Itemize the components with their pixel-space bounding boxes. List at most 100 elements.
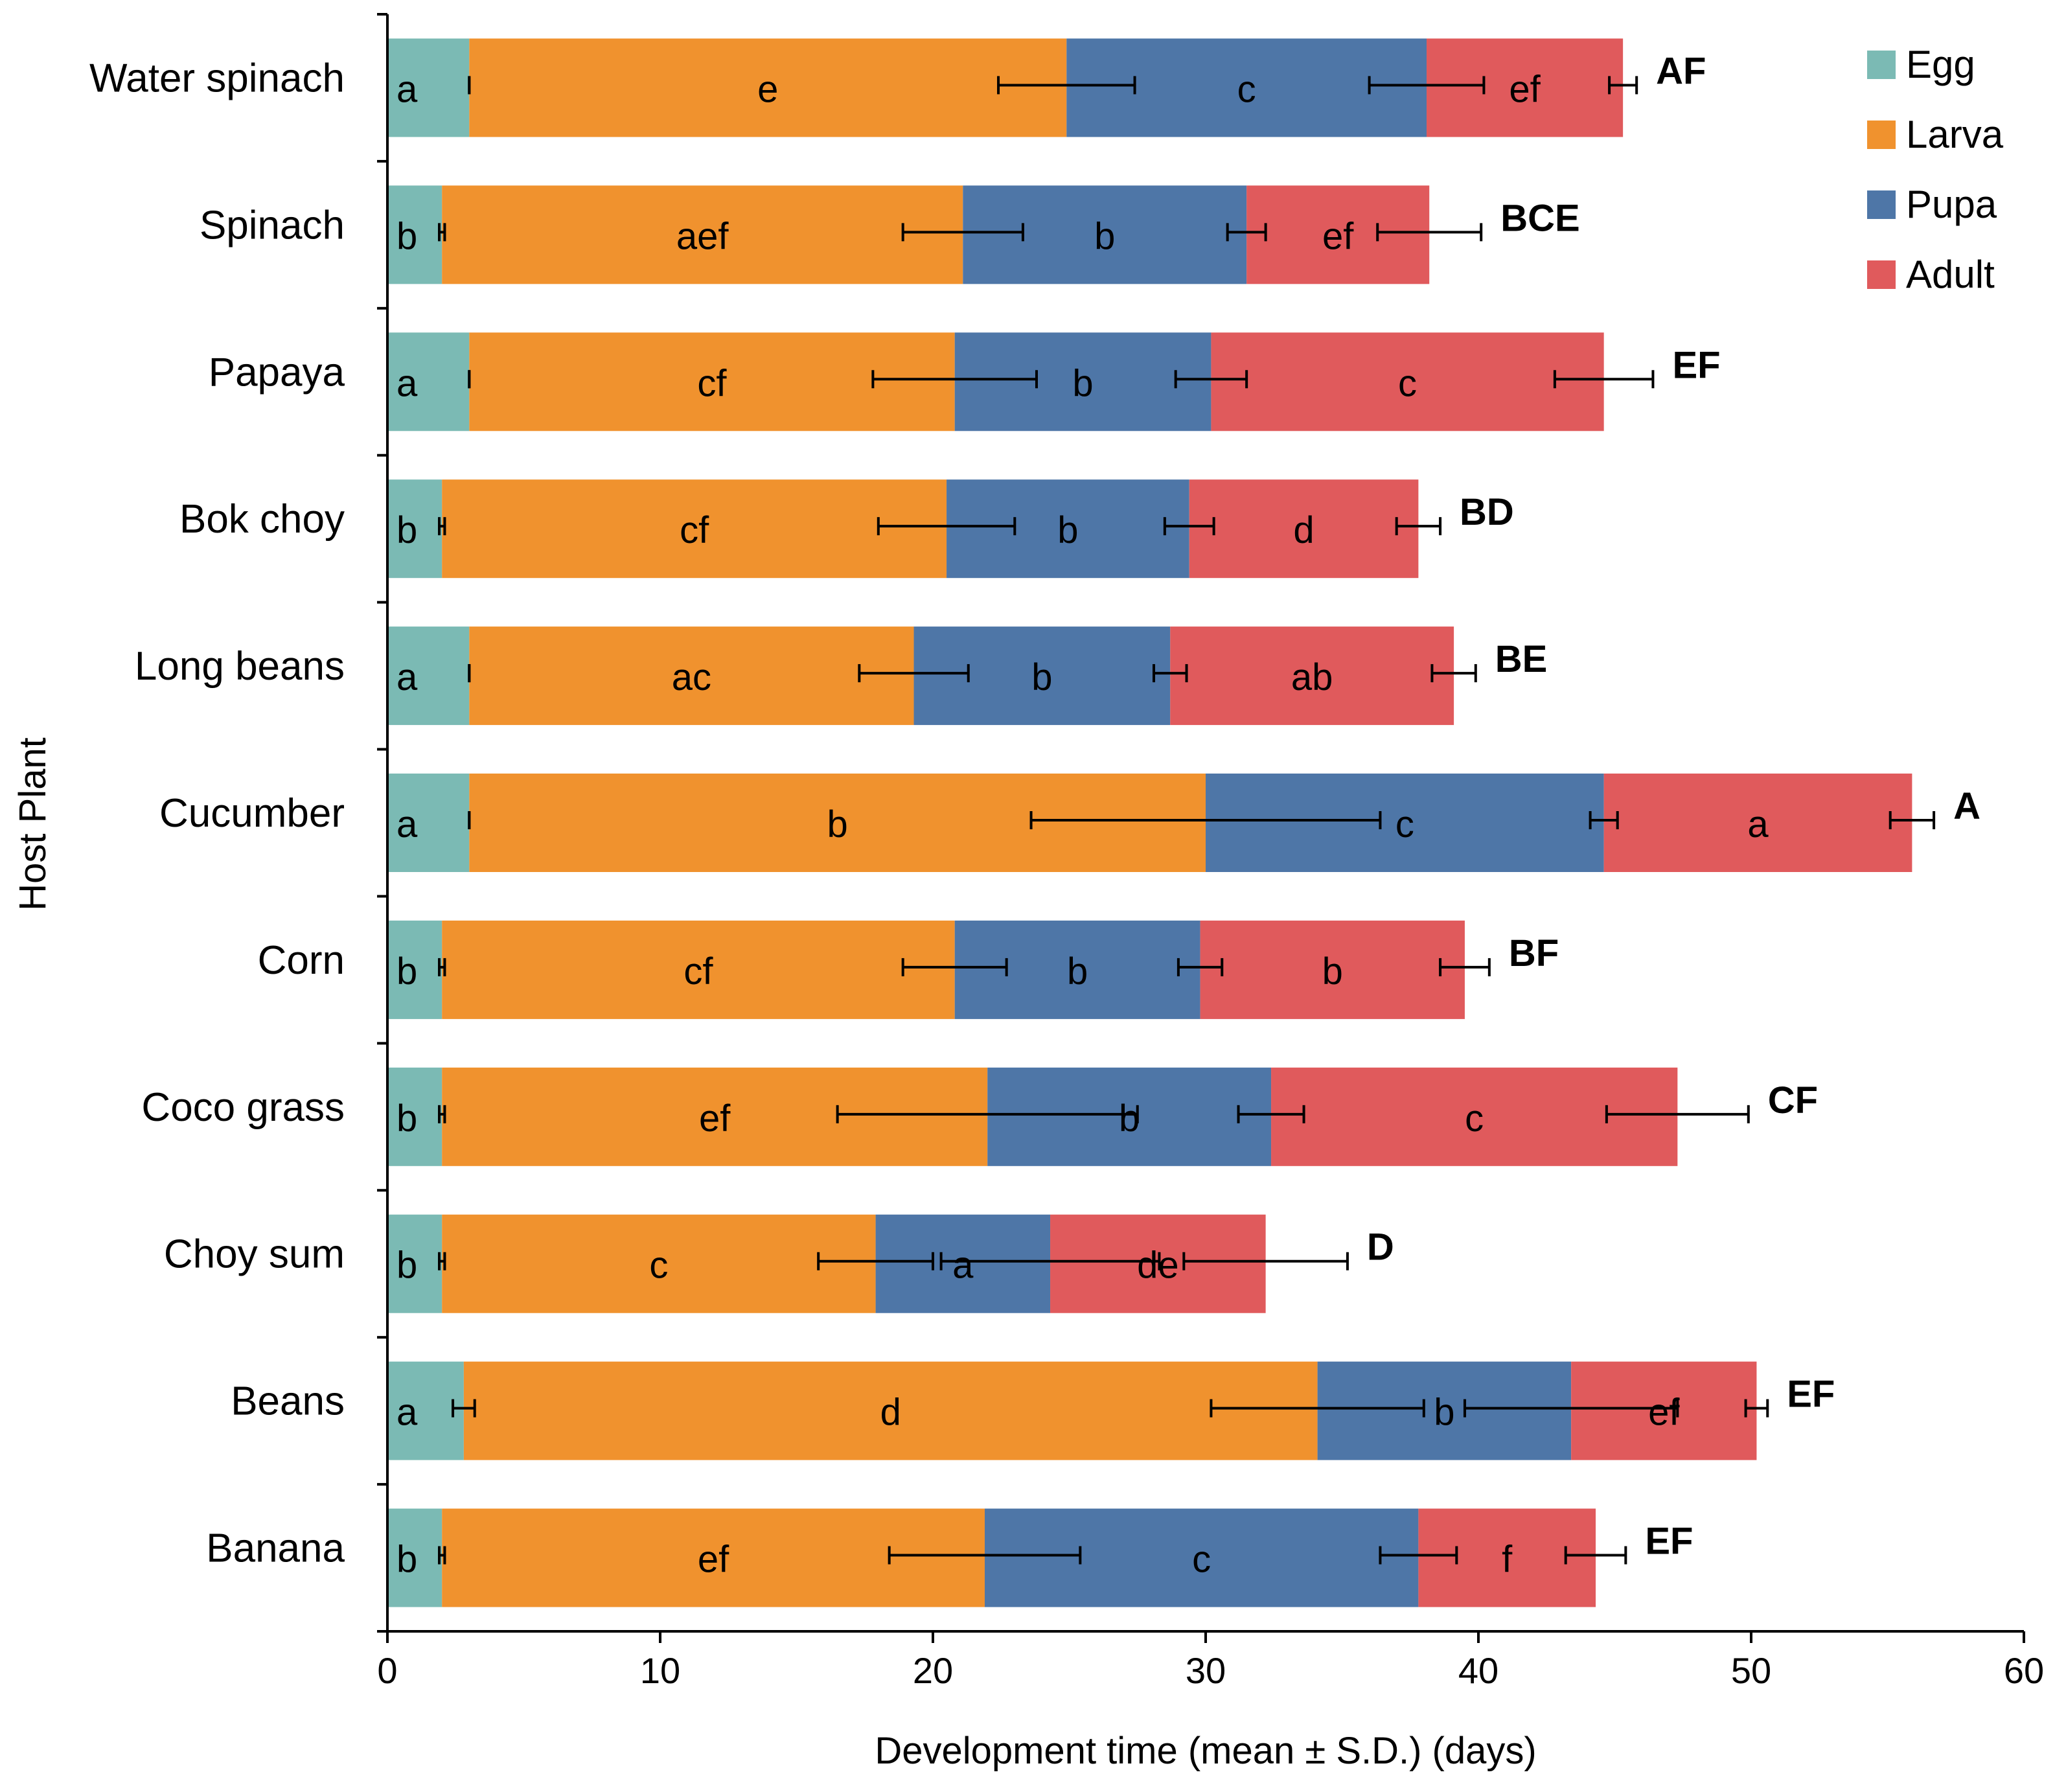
error-bar-adult-cucumber [1889,811,1936,829]
segment-letter-pupa-long-beans: b [1031,656,1052,698]
segment-letter-egg-choy-sum: b [396,1245,417,1287]
segment-letter-larva-spinach: aef [676,215,729,257]
error-bar-adult-banana [1564,1546,1627,1565]
bar-pupa-corn [954,920,1200,1019]
category-label-long-beans: Long beans [135,644,345,689]
segment-letter-adult-beans: ef [1648,1392,1680,1434]
bar-egg-choy-sum [387,1214,442,1313]
error-bar-adult-choy-sum [1182,1252,1349,1270]
segment-letter-larva-coco-grass: ef [699,1097,731,1140]
error-bar-egg-spinach [437,223,446,242]
bar-larva-choy-sum [442,1214,876,1313]
bar-adult-long-beans [1170,626,1454,726]
error-bar-pupa-beans [1463,1399,1679,1418]
segment-letter-egg-coco-grass: b [396,1097,417,1140]
error-bar-egg-choy-sum [437,1252,446,1270]
segment-letter-pupa-bok-choy: b [1057,509,1078,551]
x-tick-label-0: 0 [377,1650,397,1691]
legend-label-adult: Adult [1906,253,1995,296]
bar-adult-beans [1571,1361,1757,1460]
bar-adult-corn [1200,920,1465,1019]
error-bar-larva-banana [888,1546,1082,1565]
error-bar-adult-papaya [1553,370,1655,389]
segment-letter-adult-corn: b [1322,950,1343,993]
bar-larva-cucumber [469,774,1206,872]
bar-adult-bok-choy [1189,479,1419,579]
error-bar-larva-bok-choy [877,517,1016,536]
error-bar-egg-banana [437,1546,446,1565]
segment-letter-larva-water-spinach: e [757,68,778,110]
segment-letter-pupa-water-spinach: c [1237,68,1256,110]
category-label-choy-sum: Choy sum [164,1232,345,1277]
bar-larva-spinach [442,185,963,284]
error-bar-larva-beans [1210,1399,1425,1418]
segment-letter-larva-choy-sum: c [649,1245,668,1287]
error-bar-larva-choy-sum [817,1252,934,1270]
bar-pupa-cucumber [1206,774,1604,872]
error-bar-pupa-choy-sum [939,1252,1161,1270]
error-bar-pupa-coco-grass [1237,1105,1305,1123]
error-bar-pupa-banana [1379,1546,1458,1565]
bar-adult-choy-sum [1050,1214,1266,1313]
category-label-corn: Corn [258,938,345,983]
legend-swatch-larva [1867,121,1896,149]
bar-larva-coco-grass [442,1067,988,1166]
segment-letter-pupa-spinach: b [1094,215,1115,257]
segment-letter-adult-long-beans: ab [1291,656,1333,698]
category-label-coco-grass: Coco grass [141,1085,345,1130]
group-letter-choy-sum: D [1367,1226,1394,1269]
x-tick-label-10: 10 [640,1650,680,1691]
category-label-spinach: Spinach [200,203,345,247]
y-axis-title: Host Plant [12,737,54,911]
category-label-water-spinach: Water spinach [89,56,345,100]
segment-letter-larva-long-beans: ac [672,656,711,698]
group-letter-beans: EF [1787,1373,1835,1416]
bar-pupa-coco-grass [987,1067,1272,1166]
category-label-bok-choy: Bok choy [179,497,345,542]
segment-letter-adult-cucumber: a [1747,803,1769,845]
bar-larva-bok-choy [442,479,947,579]
category-label-papaya: Papaya [209,350,345,395]
segment-letter-adult-bok-choy: d [1293,509,1314,551]
bar-pupa-choy-sum [875,1214,1051,1313]
segment-letter-egg-papaya: a [396,362,418,404]
segment-letter-egg-spinach: b [396,215,417,257]
group-letter-spinach: BCE [1500,197,1579,239]
legend-swatch-pupa [1867,190,1896,219]
category-label-beans: Beans [231,1379,345,1424]
bar-pupa-papaya [954,332,1211,431]
x-tick-label-40: 40 [1458,1650,1498,1691]
bar-pupa-beans [1317,1361,1572,1460]
error-bar-larva-papaya [871,370,1038,389]
error-bar-larva-coco-grass [836,1105,1139,1123]
bar-pupa-water-spinach [1066,38,1427,137]
segment-letter-pupa-corn: b [1067,950,1088,993]
legend-label-larva: Larva [1906,113,2004,156]
segment-letter-larva-bok-choy: cf [680,509,709,551]
segment-letter-larva-corn: cf [683,950,713,993]
bar-pupa-banana [984,1508,1419,1607]
bar-egg-papaya [387,332,470,431]
segment-letter-larva-beans: d [880,1392,901,1434]
segment-letter-adult-choy-sum: de [1137,1245,1179,1287]
segment-letter-egg-beans: a [396,1392,418,1434]
bar-adult-spinach [1246,185,1430,284]
segment-letter-adult-banana: f [1502,1539,1513,1581]
bar-adult-water-spinach [1427,38,1624,137]
bar-pupa-long-beans [913,626,1171,726]
x-axis-title: Development time (mean ± S.D.) (days) [875,1730,1536,1772]
segment-letter-egg-cucumber: a [396,803,418,845]
error-bar-larva-long-beans [858,664,970,683]
bar-egg-beans [387,1361,464,1460]
bar-adult-papaya [1211,332,1604,431]
bar-egg-spinach [387,185,442,284]
bar-adult-coco-grass [1271,1067,1678,1166]
x-tick-label-20: 20 [913,1650,953,1691]
error-bar-pupa-papaya [1174,370,1248,389]
error-bar-adult-beans [1744,1399,1769,1418]
error-bar-egg-bok-choy [437,517,446,536]
group-letter-bok-choy: BD [1460,491,1514,533]
bar-pupa-spinach [963,185,1247,284]
segment-letter-pupa-papaya: b [1072,362,1093,404]
bar-egg-water-spinach [387,38,470,137]
